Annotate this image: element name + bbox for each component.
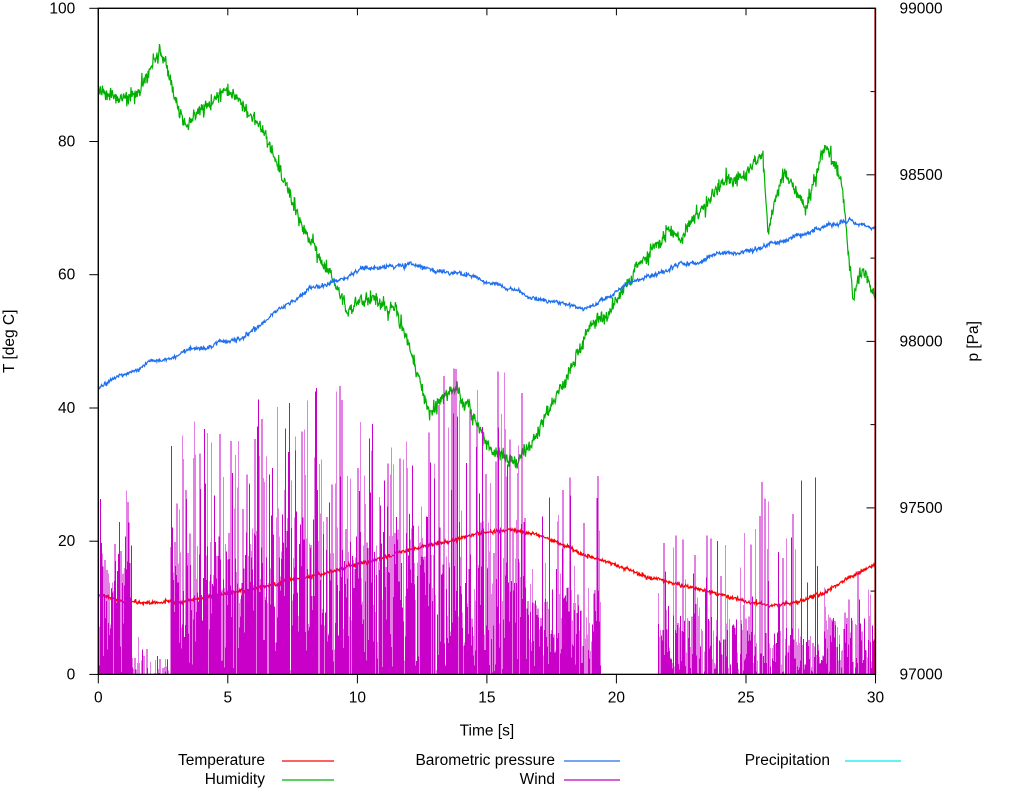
svg-text:98000: 98000	[900, 333, 943, 350]
svg-text:20: 20	[58, 533, 76, 550]
svg-text:0: 0	[67, 666, 76, 683]
svg-text:20: 20	[608, 689, 626, 706]
svg-text:10: 10	[349, 689, 367, 706]
svg-text:97500: 97500	[900, 500, 943, 517]
svg-text:Wind: Wind	[520, 771, 555, 788]
svg-text:p [Pa]: p [Pa]	[965, 321, 982, 362]
svg-text:40: 40	[58, 400, 76, 417]
svg-text:100: 100	[49, 0, 75, 17]
svg-text:99000: 99000	[900, 0, 943, 17]
svg-text:60: 60	[58, 267, 76, 284]
svg-text:25: 25	[737, 689, 754, 706]
svg-text:15: 15	[478, 689, 495, 706]
svg-text:Time [s]: Time [s]	[460, 722, 515, 739]
svg-text:Humidity: Humidity	[205, 771, 266, 788]
svg-text:Temperature: Temperature	[178, 752, 265, 769]
svg-text:80: 80	[58, 134, 76, 151]
svg-text:30: 30	[867, 689, 885, 706]
svg-text:98500: 98500	[900, 167, 943, 184]
svg-text:97000: 97000	[900, 666, 943, 683]
svg-text:5: 5	[223, 689, 232, 706]
svg-text:Barometric pressure: Barometric pressure	[415, 752, 555, 769]
svg-text:T [deg C]: T [deg C]	[1, 310, 18, 373]
svg-text:Precipitation: Precipitation	[745, 752, 830, 769]
svg-text:0: 0	[94, 689, 103, 706]
